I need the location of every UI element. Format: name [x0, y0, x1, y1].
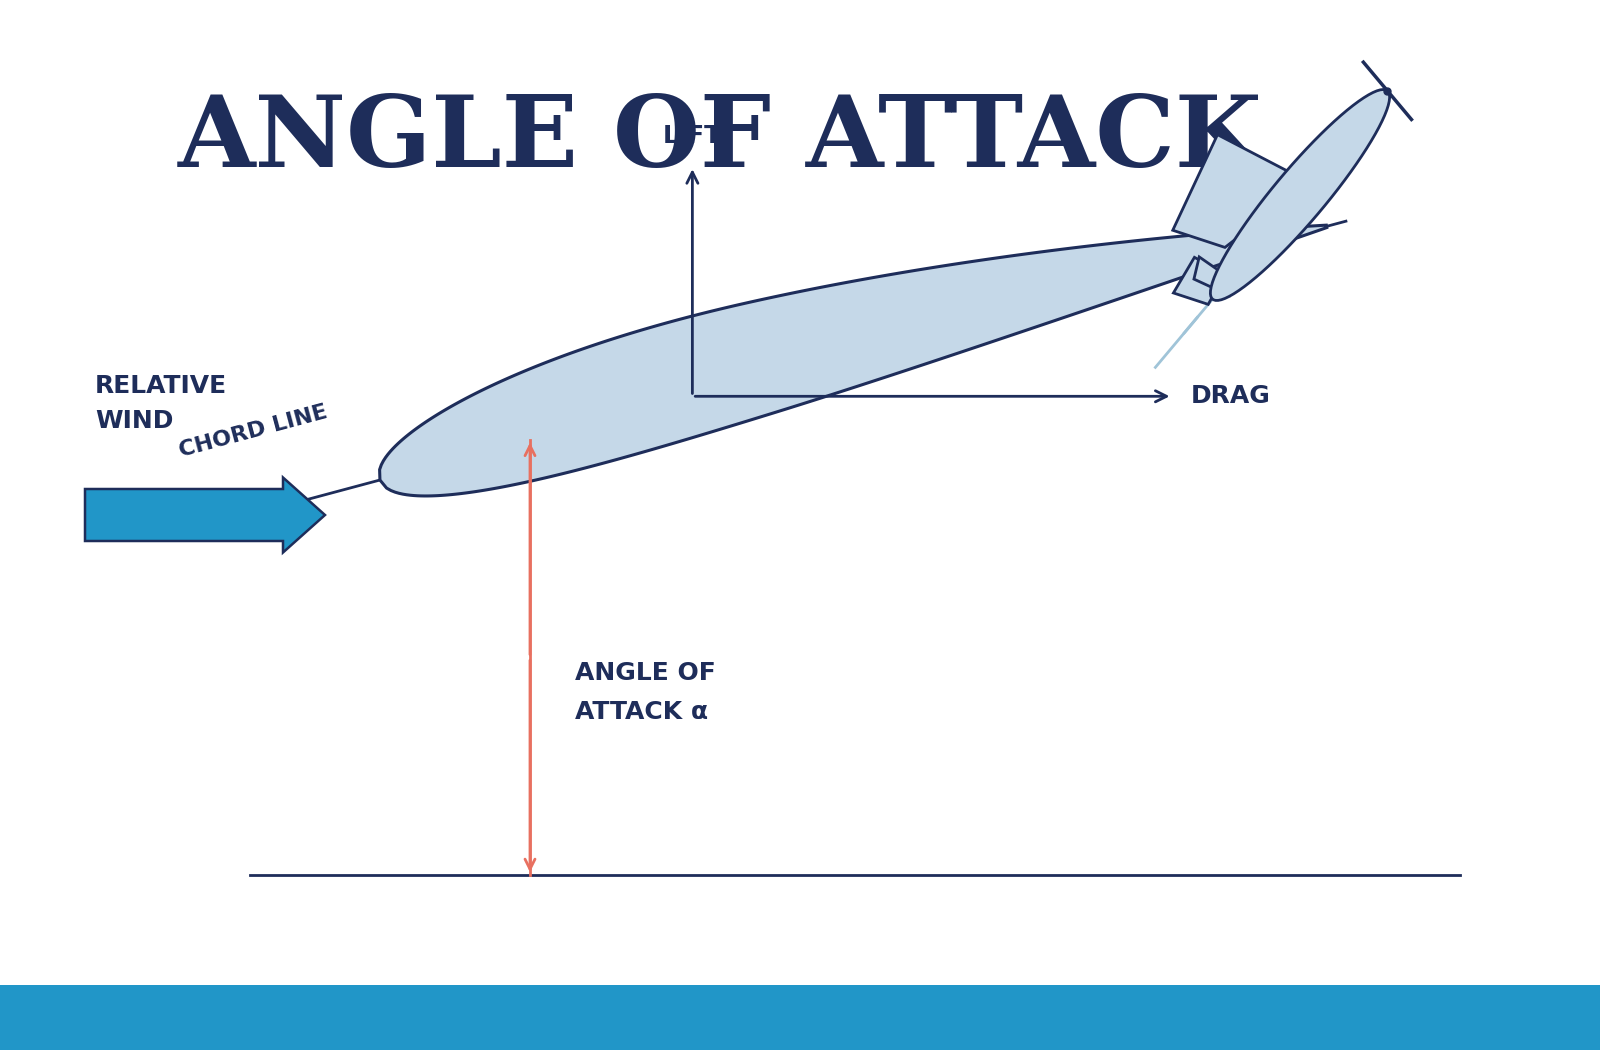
Polygon shape: [1173, 134, 1342, 248]
Polygon shape: [379, 225, 1326, 496]
Polygon shape: [1173, 257, 1226, 304]
Bar: [0, 985, 1600, 1050]
Text: LIFT: LIFT: [662, 124, 722, 148]
Text: ANGLE OF ATTACK: ANGLE OF ATTACK: [178, 91, 1262, 189]
Text: RELATIVE
WIND: RELATIVE WIND: [94, 374, 227, 433]
Text: DRAG: DRAG: [1190, 384, 1270, 408]
Text: ANGLE OF
ATTACK α: ANGLE OF ATTACK α: [574, 660, 715, 724]
Polygon shape: [1210, 89, 1390, 300]
Polygon shape: [1194, 257, 1230, 295]
Text: CHORD LINE: CHORD LINE: [178, 402, 330, 461]
FancyArrow shape: [85, 478, 325, 552]
